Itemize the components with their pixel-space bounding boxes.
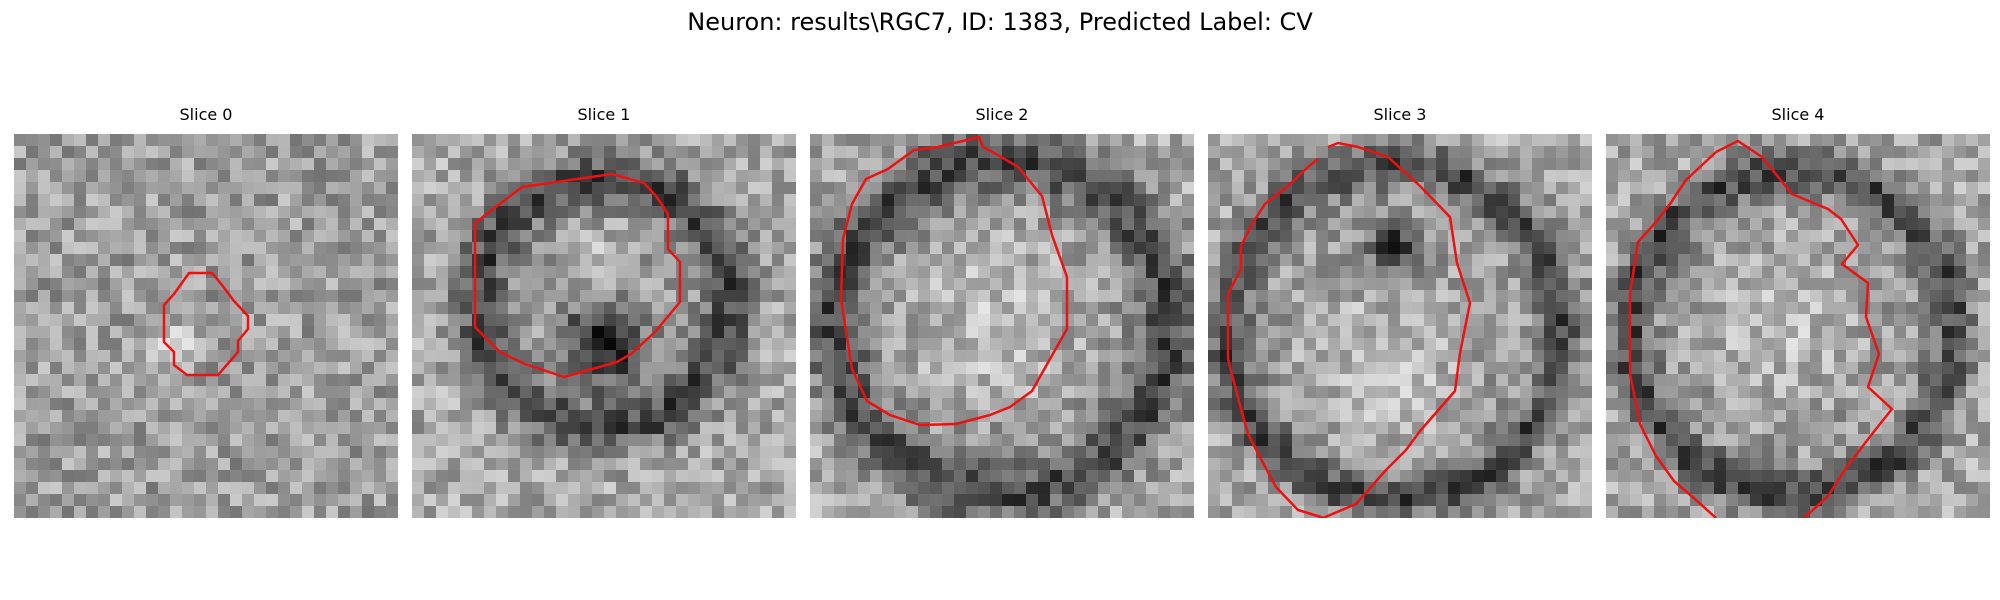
slice-image	[1208, 134, 1592, 518]
segmentation-contour	[1322, 141, 1472, 518]
slice-panel-1: Slice 1	[412, 105, 796, 518]
slice-image	[412, 134, 796, 518]
slice-title: Slice 3	[1373, 105, 1427, 124]
slice-image	[14, 134, 398, 518]
slice-title: Slice 2	[975, 105, 1029, 124]
segmentation-contour	[473, 172, 682, 379]
segmentation-contour	[1226, 158, 1325, 518]
slice-panel-3: Slice 3	[1208, 105, 1592, 518]
slice-image	[810, 134, 1194, 518]
slice-title: Slice 1	[577, 105, 631, 124]
segmentation-contour	[839, 135, 1069, 427]
slice-image	[1606, 134, 1990, 518]
slice-panel-2: Slice 2	[810, 105, 1194, 518]
slice-panel-4: Slice 4	[1606, 105, 1990, 518]
segmentation-contour	[1715, 139, 1894, 518]
segmentation-contour	[162, 271, 250, 377]
slice-title: Slice 0	[179, 105, 233, 124]
segmentation-contour	[1628, 151, 1717, 518]
slice-panel-0: Slice 0	[14, 105, 398, 518]
slice-title: Slice 4	[1771, 105, 1825, 124]
figure-title: Neuron: results\RGC7, ID: 1383, Predicte…	[687, 8, 1313, 36]
